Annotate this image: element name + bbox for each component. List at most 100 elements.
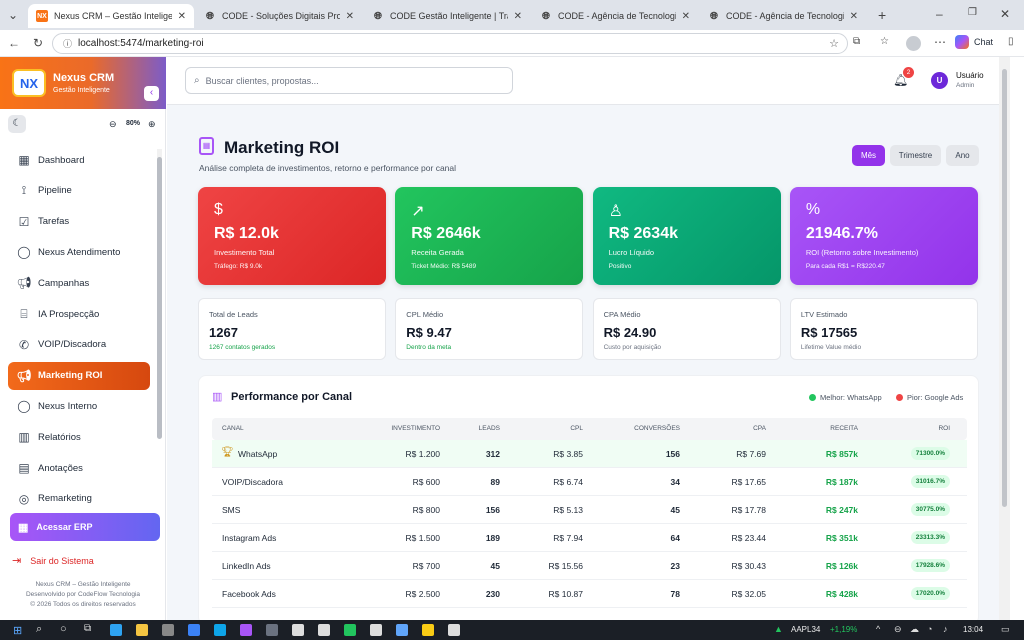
best-channel-label: Melhor: WhatsApp: [820, 393, 882, 402]
vscode-icon[interactable]: [214, 624, 226, 636]
roi-badge: 17928.6%: [910, 559, 950, 572]
search-icon[interactable]: ⌕: [36, 623, 43, 635]
app-icon[interactable]: [448, 624, 460, 636]
search-input[interactable]: ⌕ Buscar clientes, propostas...: [185, 67, 513, 94]
sidebar-scroll-thumb[interactable]: [157, 157, 162, 439]
app-icon[interactable]: [266, 624, 278, 636]
main-scrollbar[interactable]: [999, 57, 1010, 620]
file-explorer-icon[interactable]: [136, 624, 148, 636]
minimize-icon[interactable]: –: [936, 7, 943, 21]
erp-button[interactable]: ▦ Acessar ERP: [10, 513, 160, 541]
sidebar-item-marketing-roi[interactable]: 📢︎ Marketing ROI: [8, 361, 150, 390]
sidebar-item-campanhas[interactable]: 📢︎ Campanhas: [8, 269, 150, 297]
sidebar-item-nexus-atendimento[interactable]: ◯ Nexus Atendimento: [8, 238, 150, 266]
terminal-icon[interactable]: [370, 624, 382, 636]
task-view-icon[interactable]: ⧉: [84, 623, 92, 634]
extensions-icon[interactable]: ⧉: [853, 36, 861, 47]
user-avatar[interactable]: U: [931, 72, 948, 89]
windows-start-icon[interactable]: ⊞: [13, 625, 23, 637]
period-month-button[interactable]: Mês: [852, 145, 885, 166]
browser-tab[interactable]: 🌐︎ CODE Gestão Inteligente | Transfo ✕: [364, 4, 530, 28]
restore-icon[interactable]: ❐: [968, 7, 977, 18]
table-row[interactable]: Instagram Ads R$ 1.500 189 R$ 7.94 64 R$ 23.4…: [212, 524, 967, 552]
period-quarter-button[interactable]: Trimestre: [890, 145, 941, 166]
app-icon[interactable]: [318, 624, 330, 636]
cell-leads: 312: [485, 449, 500, 459]
award-icon: ♙: [608, 203, 623, 220]
url-field[interactable]: ⓘ localhost:5474/marketing-roi ☆: [52, 33, 848, 54]
cell-conversoes: 78: [670, 589, 680, 599]
cortana-icon[interactable]: ○: [60, 623, 67, 635]
browser-tab[interactable]: 🌐︎ CODE - Soluções Digitais Profissio ✕: [196, 4, 362, 28]
sidebar-item-voip-discadora[interactable]: ✆ VOIP/Discadora: [8, 331, 150, 359]
browser-tab[interactable]: 🌐︎ CODE - Agência de Tecnologia Em ✕: [700, 4, 866, 28]
copilot-chat-button[interactable]: Chat: [955, 35, 993, 49]
calculator-app-icon[interactable]: [188, 624, 200, 636]
browser-tab[interactable]: NX Nexus CRM – Gestão Inteligente ✕: [28, 4, 194, 28]
app-icon[interactable]: [240, 624, 252, 636]
close-tab-icon[interactable]: ✕: [345, 10, 354, 22]
close-window-icon[interactable]: ✕: [1000, 7, 1011, 21]
sidebar-toggle-icon[interactable]: ▯: [1008, 36, 1014, 47]
wifi-icon[interactable]: ◔: [927, 624, 933, 634]
sidebar-item-anota-es[interactable]: ▤ Anotações: [8, 454, 150, 482]
sidebar-item-tarefas[interactable]: ☑ Tarefas: [8, 208, 150, 236]
nexus-favicon-icon: NX: [36, 10, 48, 22]
calculator-icon: ▦: [199, 137, 214, 155]
table-row[interactable]: VOIP/Discadora R$ 600 89 R$ 6.74 34 R$ 17.65 R…: [212, 468, 967, 496]
globe-icon: 🌐︎: [710, 10, 718, 22]
sidebar-item-nexus-interno[interactable]: ◯ Nexus Interno: [8, 392, 150, 420]
zoom-in-icon[interactable]: ⊕: [148, 119, 156, 129]
main-content: ⌕ Buscar clientes, propostas... 🔔︎ 2 U U…: [167, 57, 1010, 620]
kpi-sub: Para cada R$1 = R$220.47: [805, 263, 885, 270]
sidebar-item-remarketing[interactable]: ◎ Remarketing: [8, 485, 150, 513]
clock-time[interactable]: 13:04: [963, 625, 984, 634]
close-tab-icon[interactable]: ✕: [177, 10, 186, 22]
tray-chevron-icon[interactable]: ^: [876, 624, 881, 634]
volume-icon[interactable]: ♪: [943, 624, 948, 634]
footer-line: Nexus CRM – Gestão Inteligente: [35, 581, 131, 588]
close-tab-icon[interactable]: ✕: [849, 10, 858, 22]
sidebar-scrollbar[interactable]: [157, 149, 162, 439]
network-icon[interactable]: ⊖: [894, 624, 902, 634]
table-row[interactable]: Facebook Ads R$ 2.500 230 R$ 10.87 78 R$ 32.0…: [212, 580, 967, 608]
more-icon[interactable]: ⋯: [934, 35, 946, 49]
sidebar-item-relat-rios[interactable]: ▥ Relatórios: [8, 423, 150, 451]
app-icon[interactable]: [396, 624, 408, 636]
kpi-sub: Ticket Médio: R$ 5489: [411, 263, 477, 270]
new-tab-icon[interactable]: +: [878, 7, 887, 23]
kpi-sub: Tráfego: R$ 9.0k: [214, 263, 263, 270]
zoom-out-icon[interactable]: ⊖: [109, 119, 117, 129]
back-icon[interactable]: ←: [8, 36, 20, 50]
sidebar-item-ia-prospec-o[interactable]: ⌸ IA Prospecção: [8, 300, 150, 328]
notifications-icon[interactable]: ▭: [1001, 624, 1010, 634]
sidebar-item-dashboard[interactable]: ▦ Dashboard: [8, 146, 150, 174]
table-row[interactable]: LinkedIn Ads R$ 700 45 R$ 15.56 23 R$ 30.43 R$…: [212, 552, 967, 580]
profile-avatar[interactable]: [906, 36, 921, 51]
collapse-sidebar-button[interactable]: ‹: [144, 86, 159, 101]
table-row[interactable]: SMS R$ 800 156 R$ 5.13 45 R$ 17.78 R$ 247k 3077…: [212, 496, 967, 524]
main-scroll-thumb[interactable]: [1002, 69, 1007, 507]
stock-ticker[interactable]: AAPL34: [791, 625, 821, 634]
edge-icon[interactable]: [110, 624, 122, 636]
favorites-icon[interactable]: ☆: [880, 36, 889, 47]
table-row[interactable]: WhatsApp R$ 1.200 312 R$ 3.85 156 R$ 7.69 R$ 8…: [212, 440, 967, 468]
period-year-button[interactable]: Ano: [946, 145, 979, 166]
column-header: RECEITA: [830, 425, 858, 432]
cloud-icon[interactable]: ☁: [910, 624, 919, 634]
reload-icon[interactable]: ↻: [33, 36, 44, 50]
github-icon[interactable]: [292, 624, 304, 636]
logout-button[interactable]: ⇥ Sair do Sistema: [12, 554, 94, 567]
app-icon[interactable]: [162, 624, 174, 636]
app-icon[interactable]: [344, 624, 356, 636]
star-icon[interactable]: ☆: [829, 38, 839, 50]
bar-chart-icon: ▥: [212, 391, 223, 403]
stock-up-icon: ▲: [774, 624, 783, 634]
close-tab-icon[interactable]: ✕: [513, 10, 522, 22]
browser-tab[interactable]: 🌐︎ CODE - Agência de Tecnologia Em ✕: [532, 4, 698, 28]
sidebar-item-pipeline[interactable]: ⟟ Pipeline: [8, 177, 150, 205]
chrome-icon[interactable]: [422, 624, 434, 636]
close-tab-icon[interactable]: ✕: [681, 10, 690, 22]
dark-mode-toggle[interactable]: ☾: [8, 115, 26, 133]
tab-list-icon[interactable]: ⌄: [8, 8, 19, 22]
